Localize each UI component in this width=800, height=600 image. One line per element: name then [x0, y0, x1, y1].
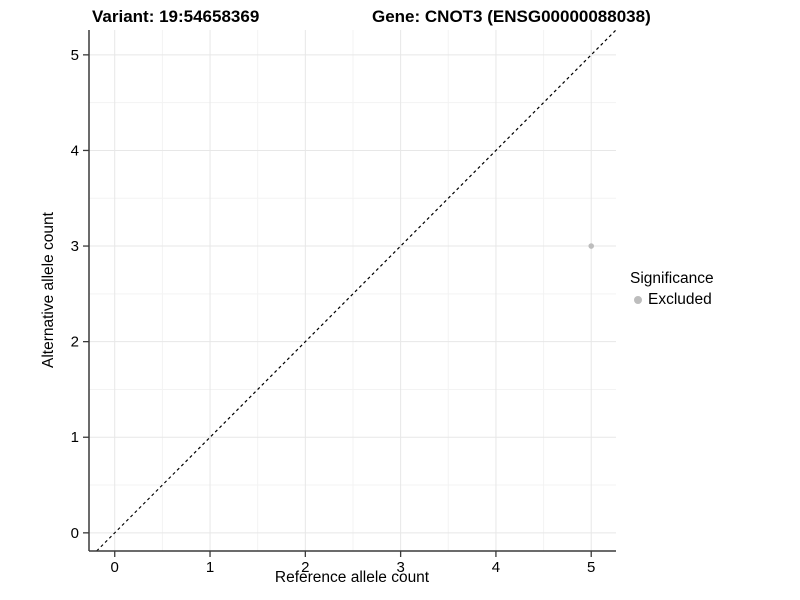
x-axis-title: Reference allele count: [274, 569, 430, 586]
x-tick-label: 4: [492, 559, 500, 576]
x-tick-label: 1: [206, 559, 214, 576]
legend-item-label: Excluded: [648, 291, 712, 308]
legend-item-excluded: Excluded: [634, 291, 714, 309]
data-point-excluded: [588, 243, 595, 249]
x-tick-label: 5: [587, 559, 595, 576]
x-tick-label: 0: [111, 559, 119, 576]
y-tick-label: 5: [71, 47, 79, 64]
y-tick-label: 1: [71, 429, 79, 446]
y-tick-label: 0: [71, 525, 79, 542]
excluded-point-icon: [634, 296, 642, 304]
variant-title: Variant: 19:54658369: [92, 7, 260, 26]
y-axis-title: Alternative allele count: [40, 212, 57, 368]
legend-title: Significance: [630, 270, 714, 287]
x-tick-label: 3: [396, 559, 404, 576]
identity-dashed-line: [96, 29, 617, 552]
x-tick-label: 2: [301, 559, 309, 576]
gene-title: Gene: CNOT3 (ENSG00000088038): [372, 7, 651, 26]
legend: Significance Excluded: [630, 270, 714, 309]
y-tick-label: 2: [71, 334, 79, 351]
y-tick-label: 3: [71, 238, 79, 255]
y-tick-label: 4: [71, 142, 79, 159]
